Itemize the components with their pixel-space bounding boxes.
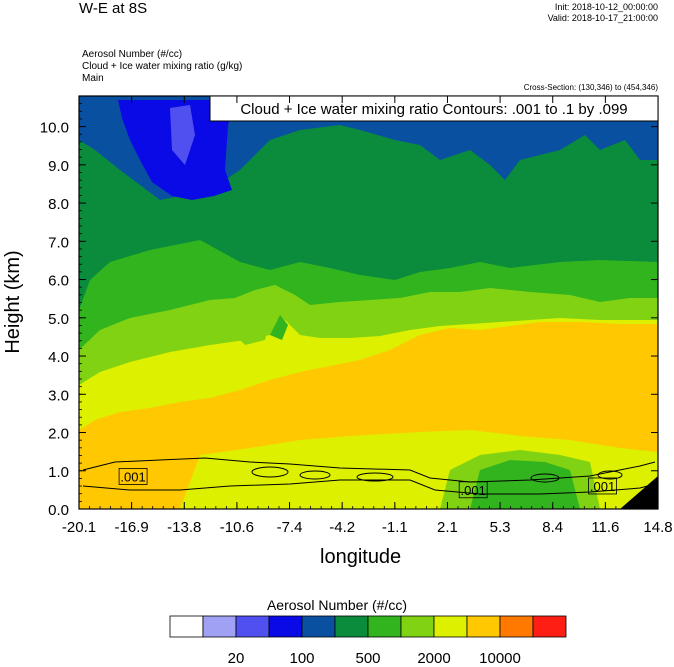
contour-labels: .001 .001 .001: [118, 468, 617, 499]
plot-title: W-E at 8S: [79, 0, 148, 17]
y-tick-label: 2.0: [48, 426, 69, 443]
x-tick-label: -4.2: [329, 519, 355, 536]
x-axis-label: longitude: [320, 546, 401, 568]
contour-label-box: [118, 468, 148, 485]
y-axis: 0.0 1.0 2.0 3.0 4.0 5.0 6.0 7.0 8.0 9.0 10.0: [40, 95, 658, 519]
colorbar-tick-label: 20: [228, 650, 245, 667]
contour-label: .001: [120, 469, 145, 484]
y-tick-label: 4.0: [48, 349, 69, 366]
contour-annotation: Cloud + Ice water mixing ratio Contours:…: [240, 101, 627, 118]
colorbar-tick-label: 500: [355, 650, 380, 667]
field-label-aerosol: Aerosol Number (#/cc): [82, 49, 183, 60]
x-axis: -20.1 -16.9 -13.8 -10.6 -7.4 -4.2 -1.1 2.1 5.3 8.…: [62, 96, 673, 536]
x-tick-label: -1.1: [382, 519, 408, 536]
colorbar-title: Aerosol Number (#/cc): [266, 597, 408, 613]
contour-label-box: [588, 477, 617, 495]
init-valid-times: Init: 2018-10-12_00:00:00 Valid: 2018-10…: [548, 2, 658, 24]
y-tick-label: 7.0: [48, 234, 69, 251]
cross-section-label: Cross-Section: (130,346) to (454,346): [523, 83, 658, 92]
colorbar-box: [235, 615, 270, 638]
colorbar-box: [532, 615, 567, 638]
colorbar-box: [169, 615, 204, 638]
y-tick-label: 10.0: [40, 120, 69, 137]
field-label-cloud: Cloud + Ice water mixing ratio (g/kg): [82, 61, 243, 72]
x-tick-label: 5.3: [490, 519, 511, 536]
x-tick-label: 14.8: [643, 519, 672, 536]
x-tick-label: -16.9: [115, 519, 149, 536]
x-tick-label: -10.6: [220, 519, 254, 536]
y-tick-label: 5.0: [48, 311, 69, 328]
contour-annotation-box: Cloud + Ice water mixing ratio Contours:…: [209, 95, 659, 122]
x-tick-label: -20.1: [62, 519, 96, 536]
aerosol-fill-field: [79, 96, 658, 509]
colorbar-tick-label: 100: [289, 650, 314, 667]
colorbar-box: [202, 615, 237, 638]
y-tick-label: 8.0: [48, 196, 69, 213]
y-tick-label: 9.0: [48, 158, 69, 175]
field-label-main: Main: [82, 73, 104, 84]
colorbar-box: [268, 615, 303, 638]
colorbar-box: [301, 615, 336, 638]
x-tick-label: -13.8: [167, 519, 201, 536]
valid-time: Valid: 2018-10-17_21:00:00: [547, 13, 658, 23]
colorbar-box: [499, 615, 534, 638]
contour-label: .001: [461, 483, 486, 498]
x-tick-label: -7.4: [277, 519, 303, 536]
colorbar-box: [367, 615, 402, 638]
colorbar-box: [334, 615, 369, 638]
contour-label: .001: [590, 479, 615, 494]
x-tick-label: 8.4: [542, 519, 563, 536]
y-tick-label: 3.0: [48, 387, 69, 404]
colorbar-box: [433, 615, 468, 638]
colorbar-tick-labels: 20 100 500 2000 10000: [228, 650, 521, 667]
y-tick-label: 1.0: [48, 464, 69, 481]
x-tick-label: 11.6: [591, 519, 619, 536]
y-tick-label: 0.0: [48, 502, 69, 519]
colorbar-tick-label: 2000: [417, 650, 450, 667]
colorbar-box: [400, 615, 435, 638]
x-tick-label: 2.1: [437, 519, 458, 536]
y-tick-label: 6.0: [48, 273, 69, 290]
colorbar-tick-label: 10000: [479, 650, 521, 667]
contour-label-box: [458, 481, 488, 499]
cloud-contours: [82, 457, 656, 495]
y-axis-label: Height (km): [2, 250, 24, 353]
init-time: Init: 2018-10-12_00:00:00: [554, 2, 658, 12]
colorbar: [169, 615, 567, 638]
colorbar-box: [466, 615, 501, 638]
